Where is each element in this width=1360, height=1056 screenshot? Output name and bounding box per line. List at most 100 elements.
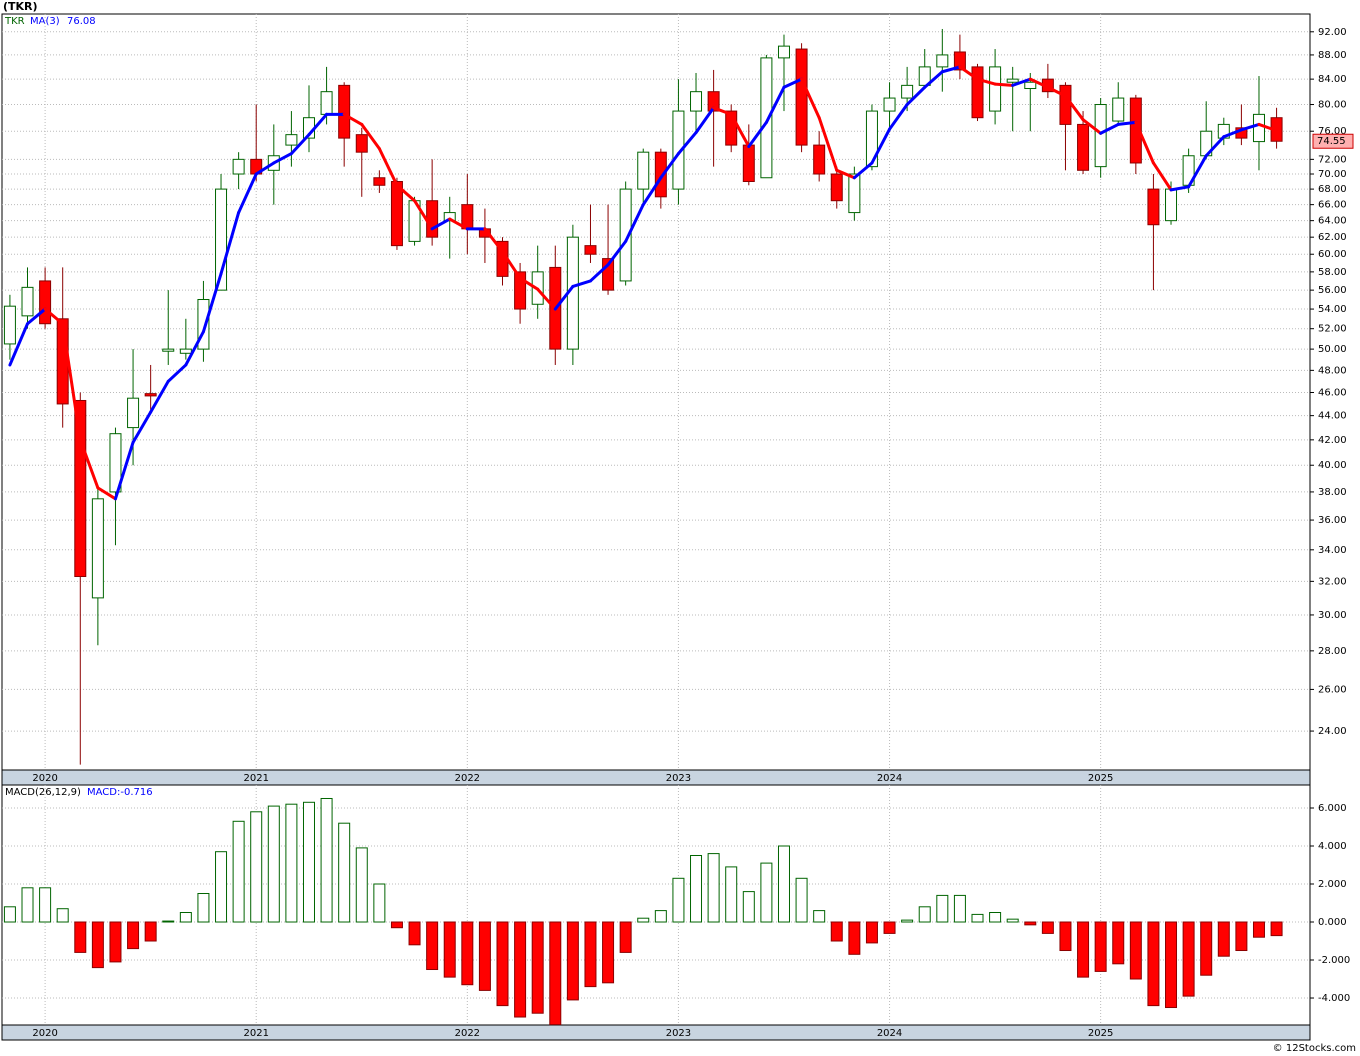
legend-ma: MA(3)	[30, 16, 60, 27]
macd-bar	[320, 797, 333, 923]
ma-segment	[1011, 77, 1032, 87]
ma-segment	[377, 147, 399, 187]
candle-body	[813, 144, 826, 175]
ma-segment	[96, 486, 117, 501]
y-tick-label: 0.000	[1318, 917, 1347, 928]
candle-body	[690, 91, 703, 112]
candle-body	[215, 188, 228, 291]
ma-segment	[958, 65, 980, 81]
macd-bar	[777, 845, 790, 923]
macd-bar	[637, 917, 650, 923]
ma-segment	[131, 410, 153, 444]
ma-segment	[78, 438, 100, 490]
macd-title: MACD(26,12,9)	[5, 787, 81, 798]
ma-segment	[395, 183, 417, 203]
candle-body	[883, 97, 896, 112]
candle-body	[355, 134, 368, 153]
candle-body	[602, 258, 615, 291]
y-tick-label: 42.00	[1318, 435, 1347, 446]
ma-segment	[606, 239, 628, 267]
y-tick-label: 30.00	[1318, 610, 1347, 621]
candle-body	[373, 177, 386, 186]
y-tick-label: 66.00	[1318, 200, 1347, 211]
candle-body	[637, 151, 650, 190]
candle-body	[285, 134, 298, 146]
ma-segment	[800, 77, 821, 120]
ma-segment	[870, 127, 892, 165]
candle-body	[91, 498, 104, 599]
macd-bar	[690, 854, 703, 923]
candle-body	[971, 66, 984, 119]
y-tick-label: 60.00	[1318, 249, 1347, 260]
macd-bar	[1041, 921, 1054, 934]
macd-bar	[232, 820, 245, 923]
y-tick-label: 72.00	[1318, 154, 1347, 165]
ma-segment	[782, 77, 804, 89]
macd-bar	[478, 921, 491, 991]
macd-bar	[21, 887, 34, 923]
macd-bar	[1182, 921, 1195, 997]
y-tick-label: 54.00	[1318, 304, 1347, 315]
ma-segment	[1116, 120, 1138, 126]
candle-body	[654, 151, 667, 198]
x-tick-label: 2021	[243, 773, 268, 784]
ma-segment	[712, 106, 733, 116]
macd-bar	[848, 921, 861, 955]
candle-body	[39, 280, 52, 325]
ma-segment	[588, 263, 610, 283]
ma-segment	[694, 106, 716, 135]
macd-bar	[74, 921, 87, 953]
candle-body	[1024, 81, 1037, 90]
x-tick-label: 2025	[1088, 773, 1113, 784]
ma-segment	[835, 168, 856, 180]
macd-bar	[91, 921, 104, 969]
ma-segment	[26, 307, 47, 326]
candle-body	[109, 433, 122, 493]
ma-segment	[166, 363, 188, 383]
y-tick-label: 84.00	[1318, 74, 1347, 85]
macd-legend: MACD:-0.716	[87, 787, 153, 798]
ma-segment	[219, 211, 241, 276]
y-tick-label: 56.00	[1318, 285, 1347, 296]
macd-bar	[1270, 921, 1283, 937]
macd-bar	[496, 921, 509, 1007]
x-tick-label: 2025	[1088, 1028, 1113, 1039]
macd-bar	[654, 910, 667, 923]
candle-body	[1252, 113, 1265, 143]
macd-bar	[1147, 921, 1160, 1007]
ma-segment	[360, 122, 381, 151]
macd-bar	[338, 822, 351, 923]
macd-bar	[3, 906, 16, 923]
ma-segment	[289, 133, 311, 156]
ma-segment	[113, 440, 135, 501]
macd-bar	[813, 910, 826, 923]
y-tick-label: 38.00	[1318, 487, 1347, 498]
candle-body	[1077, 123, 1090, 171]
candle-body	[619, 188, 632, 282]
ma-segment	[8, 322, 30, 367]
ma-segment	[1151, 161, 1173, 192]
candle-body	[760, 57, 773, 179]
candle-body	[232, 158, 245, 175]
x-tick-label: 2020	[32, 773, 57, 784]
x-axis-strip	[1, 769, 1311, 786]
ma-segment	[659, 152, 680, 180]
y-tick-label: 68.00	[1318, 184, 1347, 195]
y-tick-label: 34.00	[1318, 545, 1347, 556]
macd-bar	[355, 847, 368, 923]
candle-body	[21, 286, 34, 317]
macd-bar	[1252, 921, 1265, 938]
ma-segment	[237, 172, 258, 215]
ma-segment	[1081, 118, 1103, 135]
macd-bar	[830, 921, 843, 942]
y-tick-label: 26.00	[1318, 684, 1347, 695]
ma-segment	[940, 65, 962, 74]
macd-bar	[215, 851, 228, 923]
candle-body	[338, 84, 351, 139]
candle-body	[1129, 97, 1142, 164]
macd-bar	[250, 811, 263, 923]
macd-bar	[1112, 921, 1125, 965]
ma-segment	[61, 322, 82, 442]
macd-bar	[742, 891, 755, 923]
y-tick-label: 44.00	[1318, 411, 1347, 422]
